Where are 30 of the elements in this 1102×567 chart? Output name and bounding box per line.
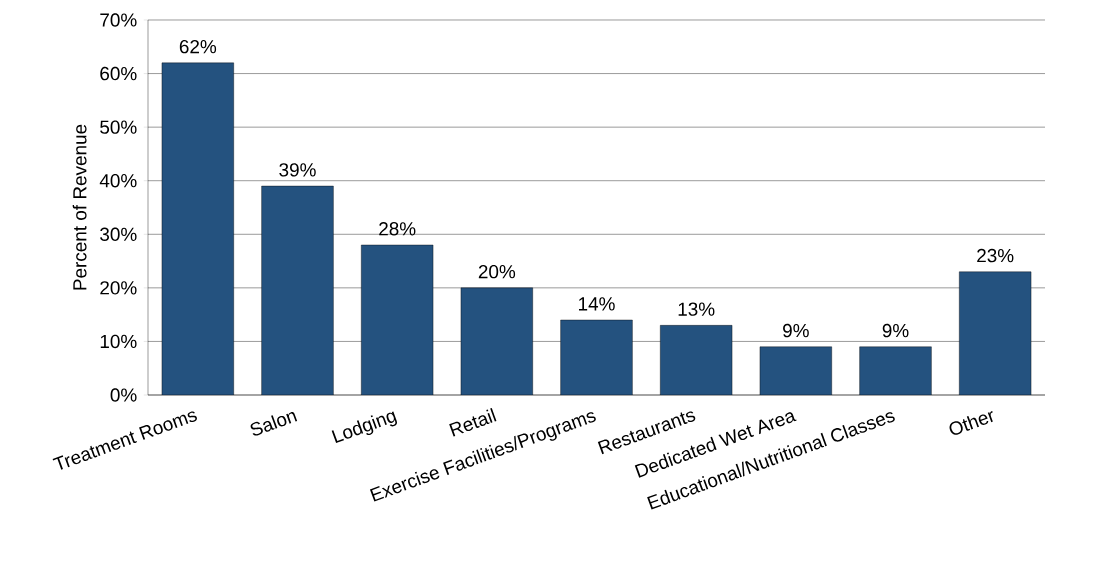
- bar: [361, 244, 434, 395]
- y-tick-label: 20%: [100, 281, 137, 295]
- y-tick-label: 50%: [100, 120, 137, 134]
- bar: [261, 185, 334, 395]
- y-tick-label: 70%: [100, 13, 137, 27]
- x-tick-label: Salon: [250, 412, 298, 436]
- data-label: 9%: [783, 323, 809, 338]
- data-label: 14%: [579, 297, 615, 311]
- bar: [859, 346, 932, 395]
- bar: [460, 287, 533, 395]
- data-label: 62%: [179, 39, 217, 54]
- data-label: 9%: [882, 323, 909, 338]
- x-tick-label: Lodging: [331, 411, 398, 443]
- data-label: 28%: [379, 222, 416, 236]
- y-tick-label: 40%: [99, 174, 137, 188]
- bar: [560, 319, 633, 395]
- y-tick-label: 30%: [100, 227, 137, 241]
- y-tick-label: 10%: [100, 334, 137, 349]
- y-tick-label: 60%: [100, 66, 137, 81]
- x-tick-label: Other: [949, 411, 993, 435]
- data-label: 23%: [977, 248, 1014, 263]
- data-label: 13%: [678, 302, 715, 316]
- y-axis-title: Percent of Revenue: [72, 124, 87, 290]
- bar: [161, 62, 234, 395]
- data-label: 39%: [279, 163, 316, 177]
- bar: [660, 325, 733, 395]
- bar: [759, 346, 832, 395]
- data-label: 20%: [478, 264, 516, 279]
- y-tick-label: 0%: [110, 388, 137, 402]
- bar: [959, 271, 1032, 395]
